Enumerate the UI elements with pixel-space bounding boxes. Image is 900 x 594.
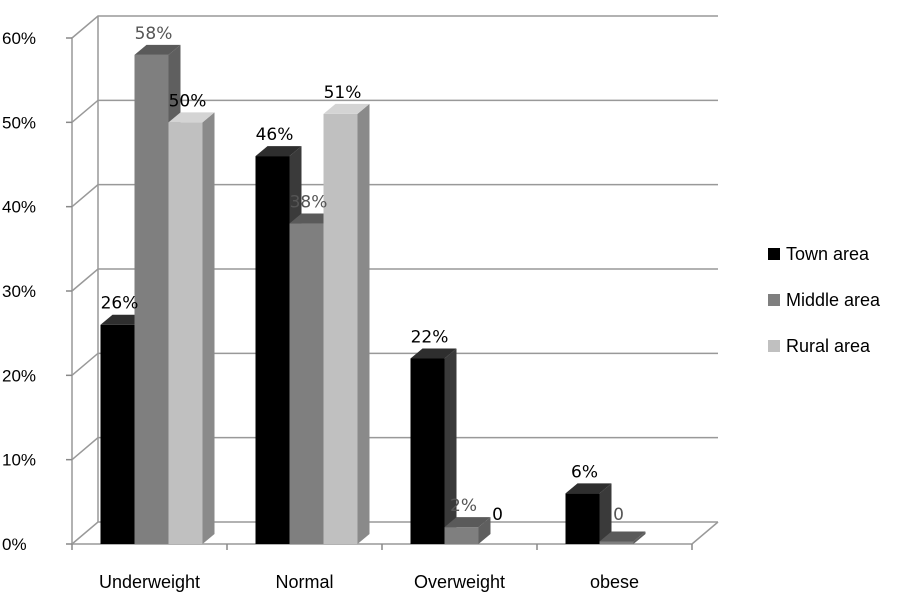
gridline bbox=[71, 436, 718, 461]
legend-label: Town area bbox=[786, 244, 870, 264]
gridline bbox=[71, 352, 718, 376]
legend: Town area Middle area Rural area bbox=[768, 244, 881, 356]
y-tick-label: 20% bbox=[2, 366, 36, 385]
bar-top bbox=[410, 348, 457, 359]
bar-front bbox=[565, 493, 600, 544]
data-label: 46% bbox=[256, 125, 294, 145]
bar-side bbox=[599, 483, 612, 544]
legend-swatch bbox=[768, 340, 780, 352]
bar-front bbox=[410, 358, 445, 544]
data-label: 22% bbox=[411, 327, 449, 347]
y-tick-label: 10% bbox=[2, 451, 36, 470]
legend-label: Middle area bbox=[786, 290, 881, 310]
bar-front bbox=[289, 223, 324, 545]
y-tick-label: 40% bbox=[2, 198, 36, 217]
bar-side bbox=[202, 112, 215, 544]
x-tick-label: Underweight bbox=[99, 572, 200, 592]
gridline bbox=[71, 268, 718, 292]
bar-front bbox=[599, 541, 634, 544]
gridline bbox=[71, 521, 718, 545]
bar-top bbox=[255, 146, 302, 157]
bar bbox=[565, 483, 612, 544]
data-label: 6% bbox=[571, 462, 598, 482]
data-label: 0 bbox=[492, 505, 503, 525]
bar-side bbox=[478, 517, 491, 544]
bar-front bbox=[100, 324, 135, 544]
bar-top bbox=[444, 517, 491, 528]
x-tick-label: Overweight bbox=[414, 572, 505, 592]
bar-front bbox=[255, 156, 290, 545]
x-axis: Underweight Normal Overweight obese bbox=[71, 544, 693, 592]
gridlines bbox=[71, 15, 718, 545]
bar bbox=[323, 103, 370, 545]
y-tick-label: 60% bbox=[2, 29, 36, 48]
bar-top bbox=[134, 44, 181, 55]
bar bbox=[444, 517, 491, 544]
data-label: 51% bbox=[324, 83, 362, 103]
y-tick-label: 30% bbox=[2, 282, 36, 301]
x-tick-label: Normal bbox=[275, 572, 333, 592]
bar-top bbox=[565, 483, 612, 494]
data-label: 58% bbox=[135, 24, 173, 44]
y-tick-label: 0% bbox=[2, 535, 27, 554]
bar-front bbox=[323, 113, 358, 545]
bars bbox=[100, 44, 646, 545]
legend-label: Rural area bbox=[786, 336, 871, 356]
data-label: 50% bbox=[169, 91, 207, 111]
bar-side bbox=[357, 103, 370, 545]
y-axis-ticks: 0% 10% 20% 30% 40% 50% 60% bbox=[2, 29, 72, 554]
data-labels: 26% 58% 50% 46% 38% 51% 22% 2% 0 6% 0 bbox=[101, 24, 624, 525]
bar-top bbox=[168, 112, 215, 123]
bar-front bbox=[444, 527, 479, 544]
bar-side bbox=[633, 531, 646, 544]
bar bbox=[410, 348, 457, 544]
bar-front bbox=[168, 122, 203, 544]
x-tick-label: obese bbox=[590, 572, 639, 592]
bar bbox=[599, 531, 646, 544]
data-label: 38% bbox=[290, 193, 328, 213]
bar-top bbox=[599, 531, 646, 542]
data-label: 26% bbox=[101, 294, 139, 314]
bar-top bbox=[323, 103, 370, 114]
legend-swatch bbox=[768, 294, 780, 306]
gridline bbox=[71, 183, 718, 208]
bar bbox=[168, 112, 215, 544]
y-tick-label: 50% bbox=[2, 113, 36, 132]
gridline bbox=[71, 15, 718, 39]
gridline bbox=[71, 99, 718, 123]
data-label: 0 bbox=[613, 505, 624, 525]
bar-front bbox=[134, 54, 169, 544]
data-label: 2% bbox=[450, 496, 477, 516]
bar-side bbox=[444, 348, 457, 544]
legend-swatch bbox=[768, 248, 780, 260]
